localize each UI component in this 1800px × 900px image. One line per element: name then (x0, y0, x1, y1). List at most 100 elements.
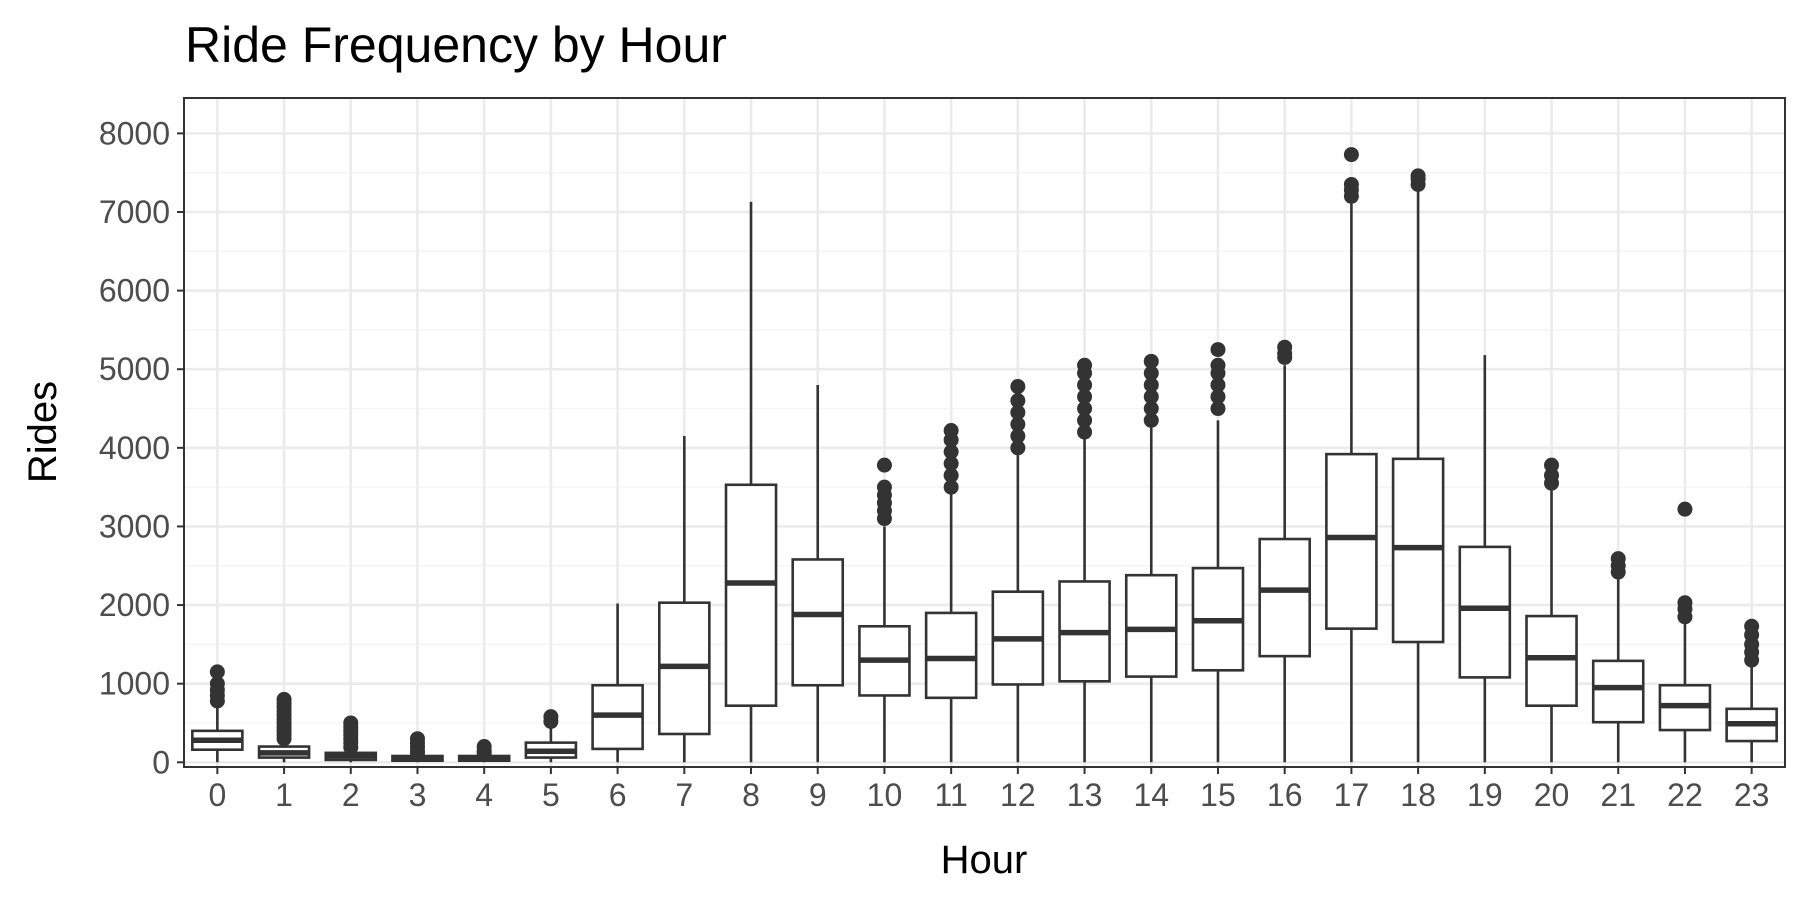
outlier-point (1610, 551, 1626, 567)
box-hour-18 (1391, 168, 1445, 763)
outlier-point (1143, 353, 1159, 369)
outlier-point (1744, 618, 1760, 634)
x-tick-label: 2 (342, 777, 360, 813)
outlier-point (1343, 176, 1359, 192)
box-hour-7 (657, 436, 711, 763)
outlier-point (1077, 377, 1093, 393)
outlier-point (1143, 377, 1159, 393)
box-hour-1 (257, 691, 311, 763)
y-axis: 0 1000 2000 3000 4000 5000 6000 7000 8000 (99, 115, 184, 780)
outlier-point (1077, 412, 1093, 428)
outlier-point (476, 739, 492, 755)
outlier-point (1343, 147, 1359, 163)
box-hour-12 (991, 379, 1045, 763)
x-tick-label: 7 (675, 777, 693, 813)
outlier-point (1077, 424, 1093, 440)
box-hour-8 (724, 201, 778, 763)
outlier-point (1010, 416, 1026, 432)
outlier-point (943, 479, 959, 495)
outlier-point (1544, 457, 1560, 473)
outlier-point (1010, 440, 1026, 456)
box-hour-22 (1658, 501, 1712, 763)
outlier-point (1010, 428, 1026, 444)
outlier-point (1677, 595, 1693, 611)
box-hour-6 (591, 603, 644, 763)
y-axis-title: Rides (21, 381, 65, 483)
box-hour-9 (791, 384, 845, 763)
x-tick-label: 3 (409, 777, 427, 813)
box-hour-21 (1591, 551, 1645, 763)
outlier-point (876, 457, 892, 473)
box-iqr (791, 558, 845, 687)
x-tick-label: 5 (542, 777, 560, 813)
outlier-point (409, 731, 425, 747)
box-iqr (1258, 537, 1312, 658)
box-hour-16 (1258, 339, 1312, 763)
box-iqr (1591, 659, 1645, 724)
x-tick-label: 15 (1200, 777, 1236, 813)
box-hour-4 (457, 739, 511, 763)
x-tick-label: 14 (1133, 777, 1169, 813)
outlier-point (209, 676, 225, 692)
outlier-point (1010, 379, 1026, 395)
y-tick-label: 4000 (99, 430, 170, 466)
outlier-point (1410, 168, 1426, 184)
x-tick-label: 9 (809, 777, 827, 813)
outlier-point (943, 444, 959, 460)
y-tick-label: 8000 (99, 115, 170, 151)
x-tick-label: 1 (275, 777, 293, 813)
outlier-point (1143, 412, 1159, 428)
outlier-point (1677, 501, 1693, 517)
x-tick-label: 0 (208, 777, 226, 813)
y-tick-label: 2000 (99, 587, 170, 623)
x-axis-title: Hour (941, 838, 1028, 882)
outlier-point (276, 691, 292, 707)
outlier-point (1143, 365, 1159, 381)
box-hour-11 (924, 423, 978, 763)
outlier-point (876, 479, 892, 495)
box-iqr (1525, 614, 1578, 707)
box-hour-0 (191, 664, 244, 763)
x-tick-label: 6 (609, 777, 627, 813)
outlier-point (943, 423, 959, 439)
x-tick-label: 20 (1534, 777, 1570, 813)
outlier-point (543, 709, 559, 725)
outlier-point (1143, 389, 1159, 405)
x-tick-label: 10 (867, 777, 903, 813)
x-tick-label: 18 (1400, 777, 1436, 813)
x-tick-label: 19 (1467, 777, 1503, 813)
outlier-point (1010, 393, 1026, 409)
y-tick-label: 6000 (99, 273, 170, 309)
outlier-point (1210, 342, 1226, 358)
box-hour-5 (524, 709, 578, 763)
x-tick-label: 21 (1600, 777, 1636, 813)
box-iqr (724, 483, 778, 707)
outlier-point (1210, 377, 1226, 393)
outlier-point (1210, 389, 1226, 405)
outlier-point (1210, 401, 1226, 417)
x-tick-label: 13 (1067, 777, 1103, 813)
x-tick-label: 17 (1334, 777, 1370, 813)
box-hour-15 (1191, 342, 1245, 763)
box-iqr (1391, 457, 1445, 644)
boxes (191, 147, 1778, 763)
x-tick-label: 12 (1000, 777, 1036, 813)
outlier-point (1077, 357, 1093, 373)
outlier-point (943, 456, 959, 472)
outlier-point (343, 715, 359, 731)
chart-title: Ride Frequency by Hour (185, 17, 727, 73)
y-tick-label: 0 (152, 744, 170, 780)
outlier-point (1143, 401, 1159, 417)
outlier-point (1077, 389, 1093, 405)
outlier-point (1277, 339, 1293, 355)
y-tick-label: 5000 (99, 351, 170, 387)
box-hour-2 (324, 715, 378, 763)
x-tick-label: 4 (475, 777, 493, 813)
outlier-point (1010, 404, 1026, 420)
box-hour-19 (1458, 355, 1512, 763)
box-hour-3 (391, 731, 444, 763)
panel-border (183, 97, 1786, 768)
outlier-point (1077, 401, 1093, 417)
